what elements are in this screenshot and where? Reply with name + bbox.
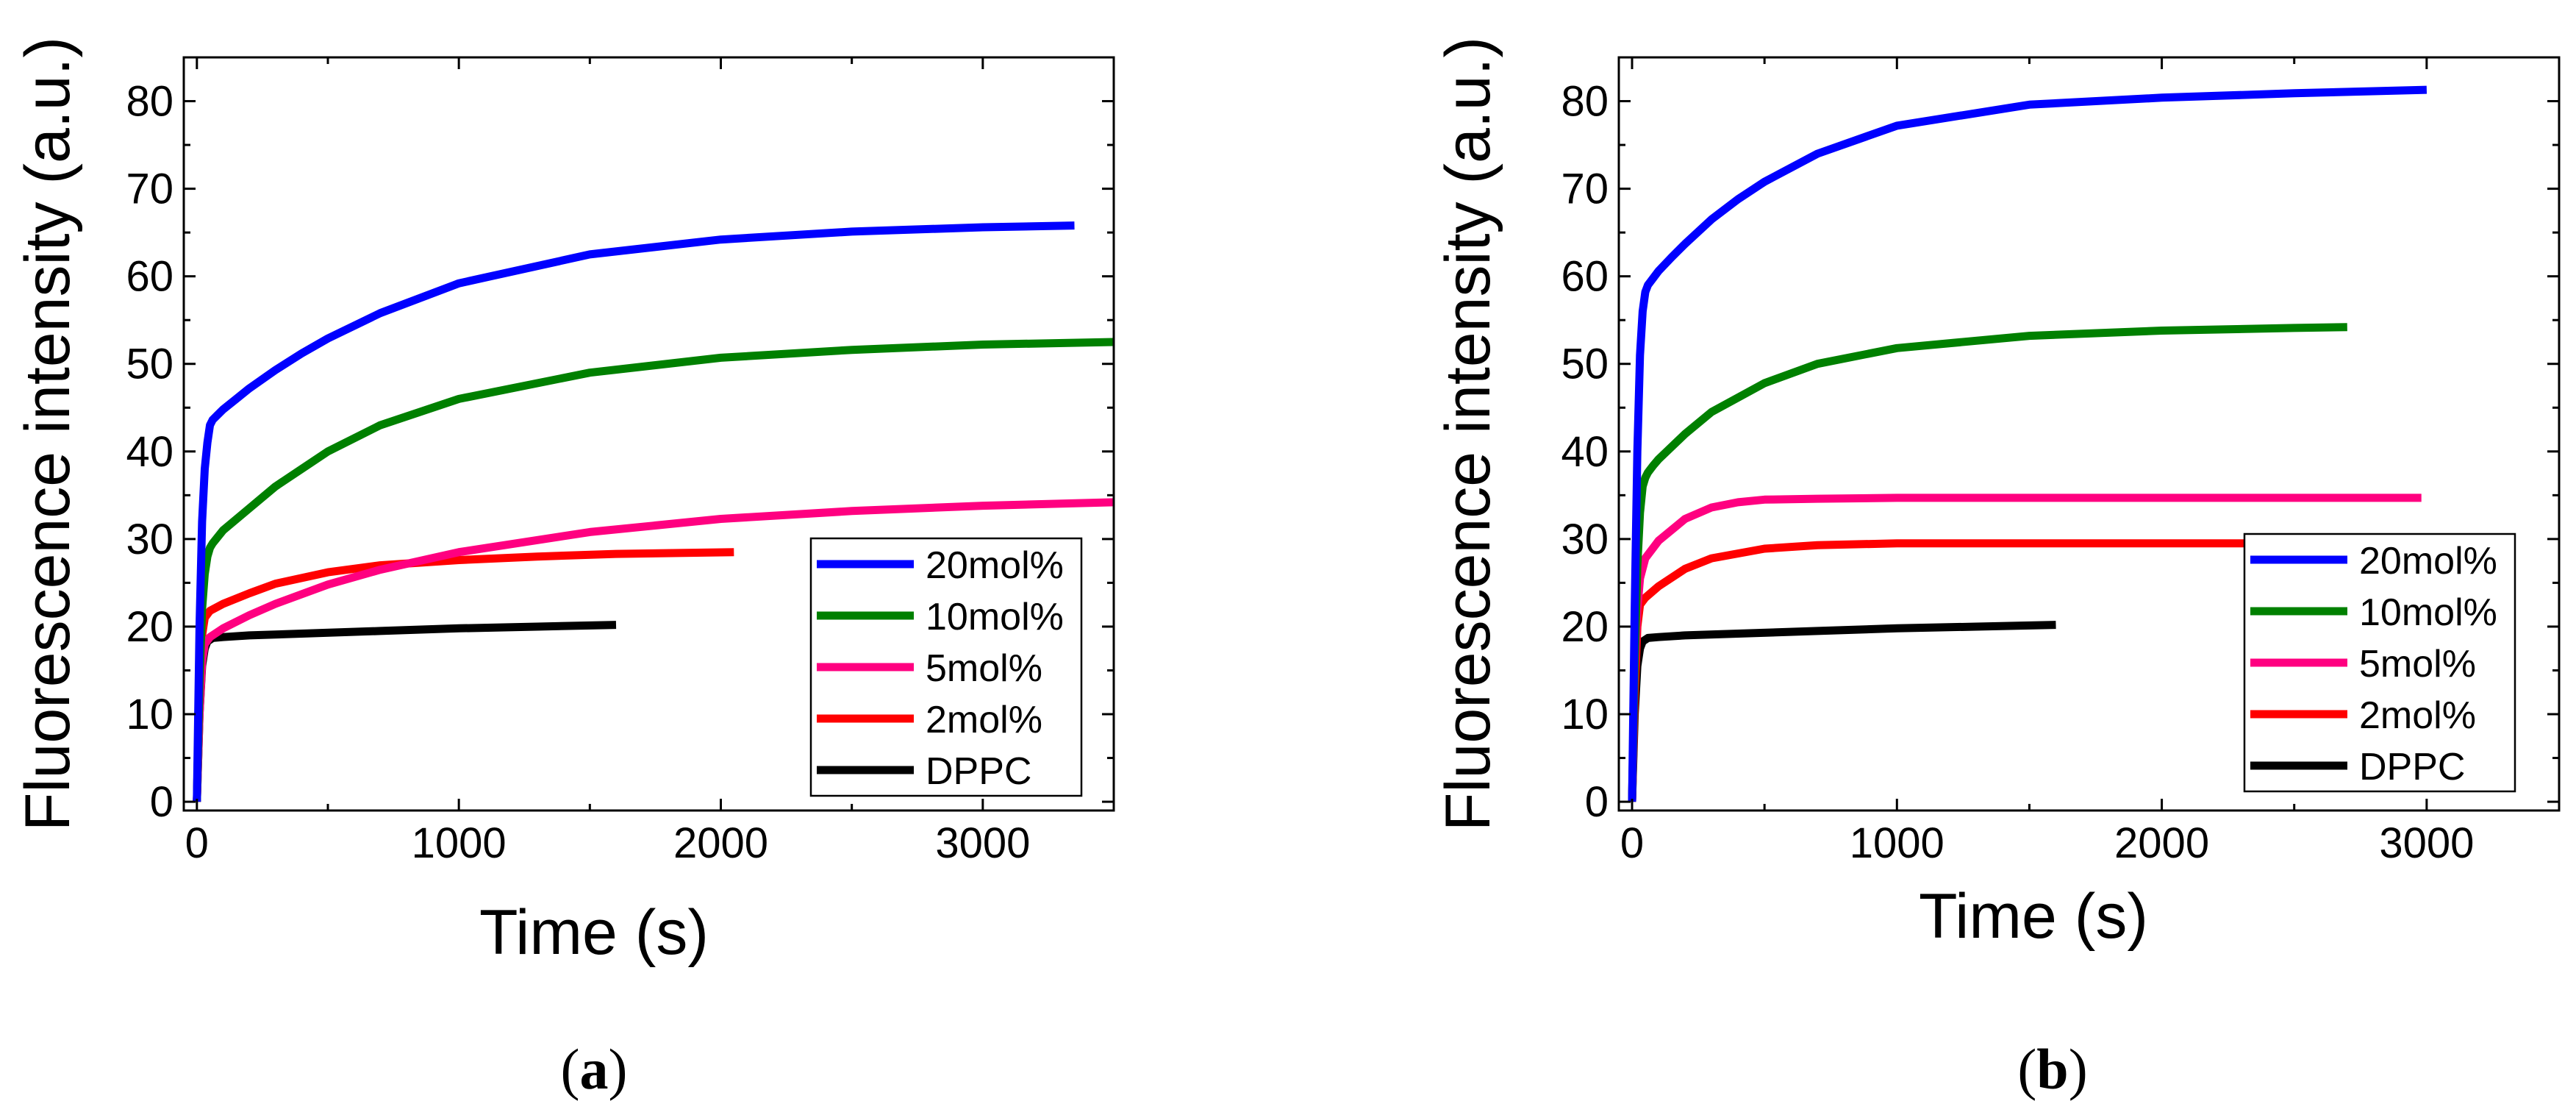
x-tick-label: 0 <box>1620 819 1644 867</box>
x-axis-label: Time (s) <box>479 897 709 968</box>
series-line-10mol% <box>1628 323 2347 802</box>
y-tick-label: 40 <box>1561 428 1609 476</box>
y-tick-label: 10 <box>1561 691 1609 738</box>
series-line-2mol% <box>193 548 734 802</box>
series-line-2mol% <box>1628 539 2294 802</box>
y-tick-label: 70 <box>1561 165 1609 213</box>
panel-label: (a) <box>561 1037 628 1101</box>
y-tick-label: 50 <box>1561 341 1609 388</box>
plot-frame <box>1617 56 2561 812</box>
y-tick-label: 70 <box>126 165 173 213</box>
legend-label: 20mol% <box>926 544 1064 587</box>
x-tick-label: 1000 <box>1850 819 1944 867</box>
y-tick-label: 30 <box>1561 516 1609 563</box>
y-tick-label: 20 <box>1561 603 1609 651</box>
series-line-20mol% <box>1628 85 2427 802</box>
y-tick-label: 80 <box>126 78 173 126</box>
x-tick-label: 2000 <box>2114 819 2209 867</box>
legend-label: DPPC <box>926 750 1031 793</box>
series-line-DPPC <box>1628 621 2056 802</box>
y-tick-label: 0 <box>1585 778 1609 826</box>
y-tick-label: 10 <box>126 691 173 738</box>
y-tick-label: 20 <box>126 603 173 651</box>
legend: 20mol% 10mol% 5mol% 2mol% DPPC <box>2243 532 2516 793</box>
legend-label: 2mol% <box>2359 694 2476 737</box>
y-tick-label: 60 <box>1561 253 1609 301</box>
x-axis-label: Time (s) <box>1919 881 2148 952</box>
panel-label: (b) <box>2017 1037 2087 1101</box>
x-tick-label: 0 <box>185 819 209 867</box>
y-axis-label: Fluorescence intensity (a.u.) <box>1433 37 1503 831</box>
y-tick-label: 50 <box>126 341 173 388</box>
x-tick-label: 3000 <box>2379 819 2474 867</box>
legend: 20mol% 10mol% 5mol% 2mol% DPPC <box>809 537 1083 797</box>
plot-frame <box>182 56 1115 812</box>
y-tick-label: 60 <box>126 253 173 301</box>
series-line-20mol% <box>193 221 1075 802</box>
legend-label: 10mol% <box>2359 591 2497 634</box>
legend-label: 20mol% <box>2359 540 2497 583</box>
series-line-DPPC <box>193 621 617 802</box>
y-tick-label: 30 <box>126 516 173 563</box>
y-tick-label: 40 <box>126 428 173 476</box>
x-tick-label: 1000 <box>412 819 507 867</box>
legend-label: 5mol% <box>926 647 1042 690</box>
y-tick-label: 0 <box>150 778 173 826</box>
legend-label: 10mol% <box>926 596 1064 638</box>
y-tick-label: 80 <box>1561 78 1609 126</box>
x-tick-label: 2000 <box>673 819 768 867</box>
y-axis-label: Fluorescence intensity (a.u.) <box>12 37 83 831</box>
legend-label: DPPC <box>2359 746 2465 788</box>
x-tick-label: 3000 <box>935 819 1030 867</box>
legend-label: 2mol% <box>926 699 1042 741</box>
legend-label: 5mol% <box>2359 643 2476 685</box>
